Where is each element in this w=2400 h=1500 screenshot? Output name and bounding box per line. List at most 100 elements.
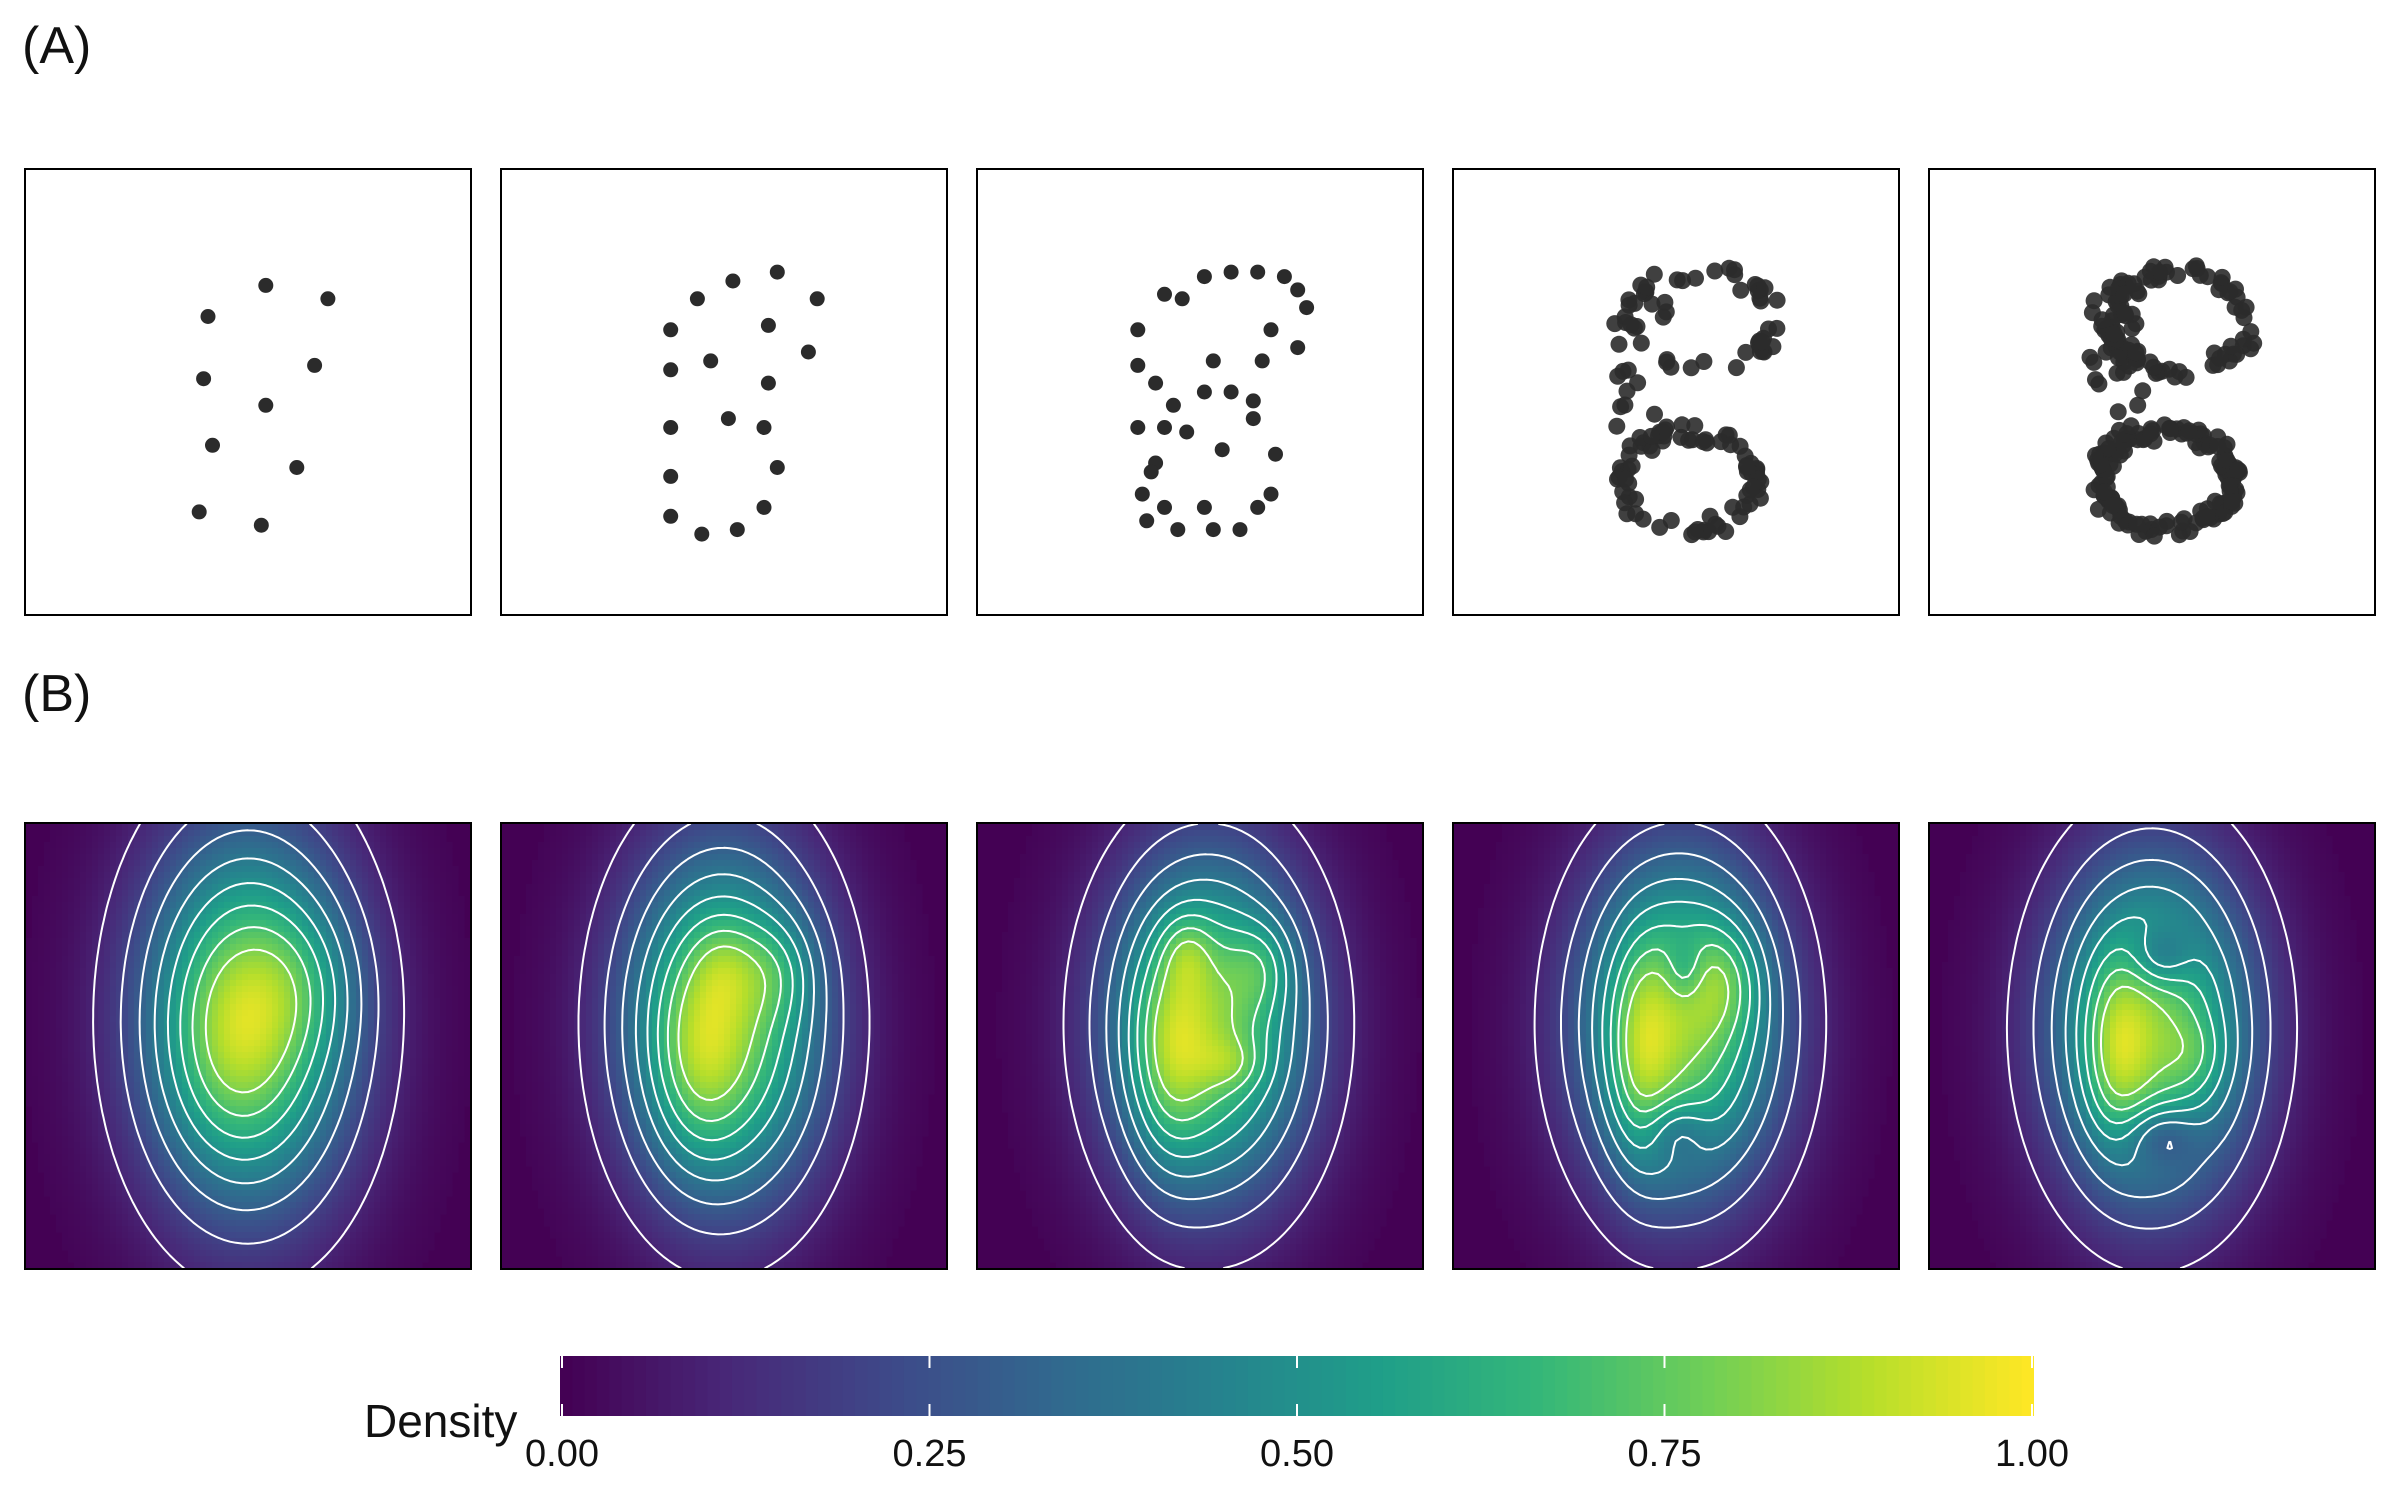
density-cell xyxy=(350,1166,357,1173)
density-cell xyxy=(416,974,423,981)
density-cell xyxy=(80,872,87,879)
density-cell xyxy=(116,1076,123,1083)
density-cell xyxy=(320,890,327,897)
scatter-point xyxy=(2090,375,2108,393)
density-cell xyxy=(440,836,447,843)
density-cell xyxy=(200,848,207,855)
density-cell xyxy=(254,1118,261,1125)
density-cell xyxy=(218,1130,225,1137)
density-cell xyxy=(140,962,147,969)
density-cell xyxy=(224,998,231,1005)
density-cell xyxy=(134,1148,141,1155)
density-cell xyxy=(80,1076,87,1083)
density-cell xyxy=(278,986,285,993)
density-cell xyxy=(266,932,273,939)
density-cell xyxy=(254,1028,261,1035)
density-cell xyxy=(98,902,105,909)
density-cell xyxy=(242,1064,249,1071)
density-cell xyxy=(56,926,63,933)
density-cell xyxy=(446,878,453,885)
density-cell xyxy=(80,1112,87,1119)
panel-a-label: (A) xyxy=(22,16,91,76)
density-cell xyxy=(206,1004,213,1011)
density-cell xyxy=(212,842,219,849)
density-cell xyxy=(320,896,327,903)
density-cell xyxy=(440,1076,447,1083)
density-cell xyxy=(380,1034,387,1041)
density-cell xyxy=(326,830,333,837)
density-cell xyxy=(176,1178,183,1185)
density-cell xyxy=(182,920,189,927)
scatter-point xyxy=(1290,282,1306,298)
density-cell xyxy=(104,1076,111,1083)
density-cell xyxy=(386,866,393,873)
density-cell xyxy=(398,932,405,939)
density-cell xyxy=(56,950,63,957)
density-cell xyxy=(446,968,453,975)
density-cell xyxy=(140,842,147,849)
density-cell xyxy=(92,986,99,993)
density-cell xyxy=(38,950,45,957)
density-cell xyxy=(74,926,81,933)
density-cell xyxy=(398,1028,405,1035)
density-cell xyxy=(98,878,105,885)
density-cell xyxy=(164,1094,171,1101)
density-cell xyxy=(98,1148,105,1155)
density-cell xyxy=(44,1166,51,1173)
density-cell xyxy=(128,1100,135,1107)
density-cell xyxy=(464,1064,470,1071)
density-cell xyxy=(170,872,177,879)
density-cell xyxy=(170,962,177,969)
density-cell xyxy=(428,872,435,879)
density-cell xyxy=(104,1082,111,1089)
density-cell xyxy=(86,824,93,831)
density-cell xyxy=(320,1142,327,1149)
density-cell xyxy=(362,1082,369,1089)
density-cell xyxy=(104,914,111,921)
density-cell xyxy=(164,1106,171,1113)
density-cell xyxy=(182,1160,189,1167)
scatter-point xyxy=(1157,286,1172,302)
density-cell xyxy=(296,830,303,837)
density-cell xyxy=(152,848,159,855)
density-cell xyxy=(146,992,153,999)
density-cell xyxy=(230,974,237,981)
density-cell xyxy=(86,890,93,897)
density-cell xyxy=(86,950,93,957)
density-cell xyxy=(410,854,417,861)
density-cell xyxy=(440,962,447,969)
density-cell xyxy=(404,872,411,879)
density-cell xyxy=(134,980,141,987)
density-cell xyxy=(80,1124,87,1131)
density-cell xyxy=(386,962,393,969)
density-cell xyxy=(206,962,213,969)
density-cell xyxy=(86,1154,93,1161)
density-cell xyxy=(110,980,117,987)
density-cell xyxy=(296,980,303,987)
density-cell xyxy=(410,1004,417,1011)
density-cell xyxy=(302,1010,309,1017)
density-cell xyxy=(446,860,453,867)
density-cell xyxy=(350,914,357,921)
density-cell xyxy=(290,878,297,885)
density-cell xyxy=(368,944,375,951)
density-cell xyxy=(422,1142,429,1149)
density-cell xyxy=(260,1088,267,1095)
density-cell xyxy=(224,932,231,939)
density-cell xyxy=(98,1010,105,1017)
density-cell xyxy=(296,1040,303,1047)
density-cell xyxy=(116,1022,123,1029)
density-cell xyxy=(332,824,339,831)
density-cell xyxy=(146,950,153,957)
density-cell xyxy=(320,866,327,873)
density-cell xyxy=(50,836,57,843)
density-cell xyxy=(236,1130,243,1137)
density-cell xyxy=(182,860,189,867)
density-cell xyxy=(320,974,327,981)
density-cell xyxy=(74,1022,81,1029)
density-cell xyxy=(416,980,423,987)
density-cell xyxy=(386,860,393,867)
density-cell xyxy=(302,1154,309,1161)
density-cell xyxy=(38,1142,45,1149)
density-cell xyxy=(74,902,81,909)
